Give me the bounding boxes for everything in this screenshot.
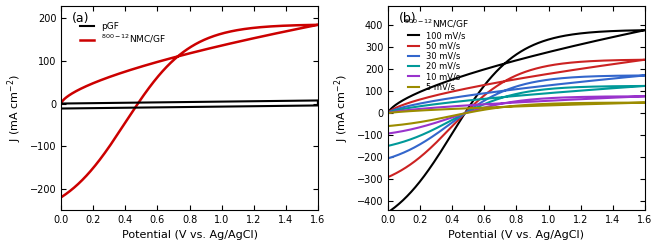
Legend: 100 mV/s, 50 mV/s, 30 mV/s, 20 mV/s, 10 mV/s, 5 mV/s: 100 mV/s, 50 mV/s, 30 mV/s, 20 mV/s, 10 … bbox=[403, 16, 471, 93]
Legend: pGF, $^{800-12}$NMC/GF: pGF, $^{800-12}$NMC/GF bbox=[78, 20, 168, 47]
Y-axis label: J (mA cm$^{-2}$): J (mA cm$^{-2}$) bbox=[332, 74, 351, 142]
X-axis label: Potential (V vs. Ag/AgCl): Potential (V vs. Ag/AgCl) bbox=[122, 231, 257, 240]
Text: (b): (b) bbox=[398, 12, 416, 25]
X-axis label: Potential (V vs. Ag/AgCl): Potential (V vs. Ag/AgCl) bbox=[449, 231, 584, 240]
Y-axis label: J (mA cm$^{-2}$): J (mA cm$^{-2}$) bbox=[5, 74, 24, 142]
Text: (a): (a) bbox=[72, 12, 89, 25]
